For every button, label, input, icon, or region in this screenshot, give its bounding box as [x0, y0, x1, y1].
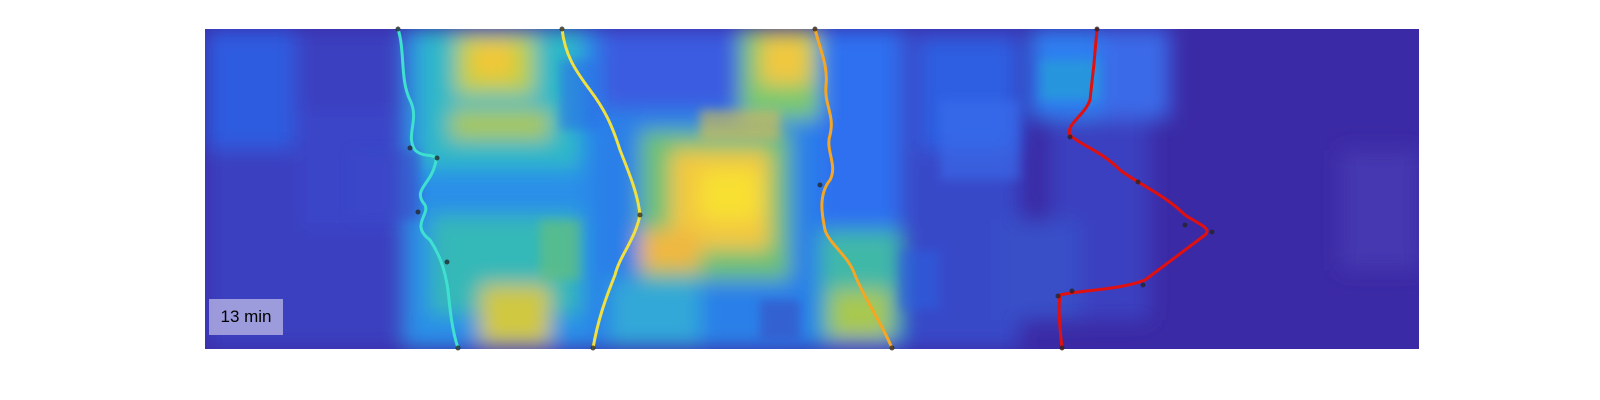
trace-orange — [813, 27, 894, 350]
traces — [396, 27, 1209, 350]
trace-cyan — [396, 27, 460, 350]
time-label: 13 min — [209, 299, 283, 335]
trace-markers — [395, 26, 1215, 351]
trace-yellow — [560, 27, 642, 350]
heatmap-image — [205, 29, 1419, 349]
trace-red — [1057, 27, 1209, 350]
